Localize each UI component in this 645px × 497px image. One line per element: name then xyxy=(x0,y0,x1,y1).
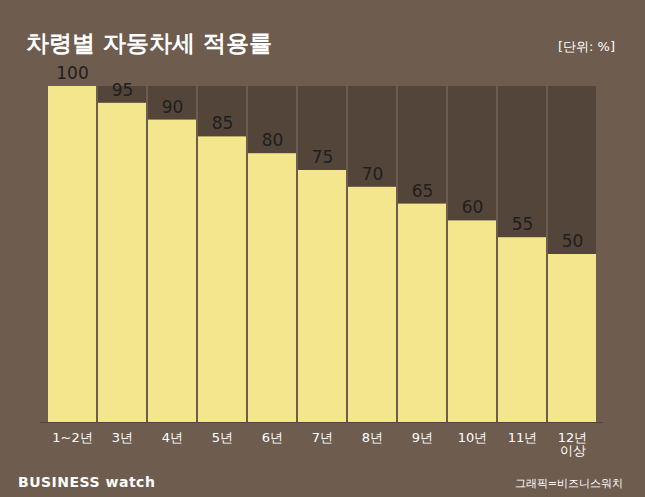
svg-text:6년: 6년 xyxy=(262,430,283,445)
svg-text:75: 75 xyxy=(312,147,334,167)
svg-text:11년: 11년 xyxy=(508,430,538,445)
svg-text:100: 100 xyxy=(56,63,88,83)
svg-text:10년: 10년 xyxy=(458,430,488,445)
svg-text:8년: 8년 xyxy=(362,430,383,445)
html-text:차령별 자동차세 적용률: 차령별 자동차세 적용률 xyxy=(26,30,272,56)
svg-text:12년이상: 12년이상 xyxy=(558,430,588,458)
svg-text:95: 95 xyxy=(112,80,134,100)
html-text:[단위: %]: [단위: %] xyxy=(558,39,615,54)
svg-text:1~2년: 1~2년 xyxy=(52,430,92,445)
svg-text:55: 55 xyxy=(512,214,534,234)
svg-text:85: 85 xyxy=(212,113,234,133)
svg-text:7년: 7년 xyxy=(312,430,333,445)
svg-text:80: 80 xyxy=(262,130,284,150)
html-text:BUSINESS watch: BUSINESS watch xyxy=(18,474,156,490)
html-text:그래픽=비즈니스워치: 그래픽=비즈니스워치 xyxy=(514,477,623,490)
svg-text:3년: 3년 xyxy=(112,430,133,445)
svg-text:60: 60 xyxy=(462,197,484,217)
svg-text:65: 65 xyxy=(412,181,434,201)
svg-text:4년: 4년 xyxy=(162,430,183,445)
svg-text:9년: 9년 xyxy=(412,430,433,445)
svg-text:70: 70 xyxy=(362,164,384,184)
svg-text:5년: 5년 xyxy=(212,430,233,445)
svg-text:90: 90 xyxy=(162,97,184,117)
svg-text:50: 50 xyxy=(562,231,584,251)
